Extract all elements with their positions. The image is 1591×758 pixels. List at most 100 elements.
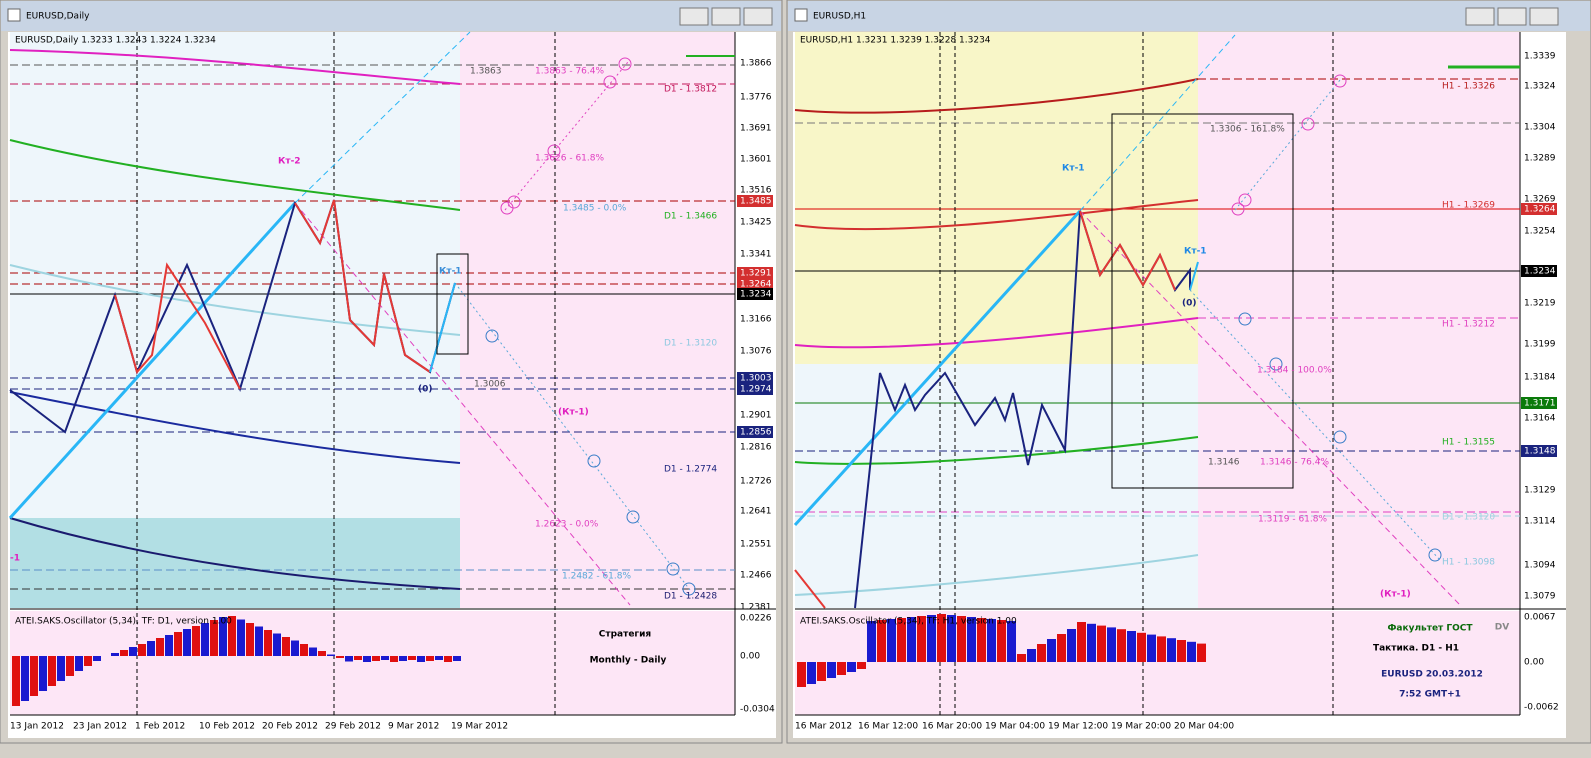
level-label: 1.3863 xyxy=(470,67,502,77)
price-marker xyxy=(737,267,773,279)
time-axis-label: 19 Mar 20:00 xyxy=(1111,722,1171,732)
price-marker xyxy=(737,288,773,300)
price-axis-label: 1.3164 xyxy=(1524,414,1556,424)
oscillator-bar xyxy=(1137,632,1146,662)
oscillator-bar xyxy=(363,656,371,662)
price-marker xyxy=(1521,397,1557,409)
oscillator-bar xyxy=(867,621,876,662)
oscillator-bar xyxy=(907,617,916,662)
window-title: EURUSD,H1 xyxy=(813,12,866,22)
oscillator-bar xyxy=(21,656,29,701)
maximize-button[interactable] xyxy=(711,7,741,26)
oscillator-bar xyxy=(927,615,936,662)
price-axis-label: 1.3324 xyxy=(1524,82,1556,92)
wave-annotation: (0) xyxy=(418,385,433,395)
oscillator-bars xyxy=(12,614,1206,706)
price-marker xyxy=(737,372,773,384)
level-label: D1 - 1.2774 xyxy=(664,465,717,475)
oscillator-bar xyxy=(48,656,56,686)
level-label: H1 - 1.3212 xyxy=(1442,320,1495,330)
oscillator-bar xyxy=(327,654,335,656)
oscillator-bar xyxy=(183,629,191,656)
oscillator-bar xyxy=(57,656,65,681)
oscillator-bar xyxy=(1077,622,1086,662)
oscillator-bar xyxy=(1097,625,1106,662)
oscillator-bar xyxy=(156,638,164,656)
oscillator-bar xyxy=(282,637,290,656)
close-button[interactable] xyxy=(743,7,773,26)
caption: Факультет ГОСТ xyxy=(1387,624,1473,634)
oscillator-bar xyxy=(39,656,47,691)
oscillator-axis-label: 0.0067 xyxy=(1524,613,1556,623)
price-marker xyxy=(737,426,773,438)
wave-annotation: Кт-2 xyxy=(278,157,301,167)
level-label: D1 - 1.3120 xyxy=(1442,513,1495,523)
price-axis-label: 1.3866 xyxy=(740,59,772,69)
oscillator-bar xyxy=(111,653,119,656)
price-axis-label: 1.3114 xyxy=(1524,517,1556,527)
oscillator-bar xyxy=(264,630,272,656)
oscillator-axis-label: -0.0062 xyxy=(1524,703,1559,713)
wave-annotation: Кт-1 xyxy=(1062,164,1085,174)
level-label: 1.2623 - 0.0% xyxy=(535,520,599,530)
oscillator-bar xyxy=(1017,654,1026,662)
time-axis-label: 20 Feb 2012 xyxy=(262,722,318,732)
time-axis-label: 10 Feb 2012 xyxy=(199,722,255,732)
price-axis-label: 1.2466 xyxy=(740,571,772,581)
oscillator-bar xyxy=(93,656,101,661)
oscillator-bar xyxy=(192,626,200,656)
oscillator-bar xyxy=(977,618,986,662)
chart-header: EURUSD,Daily 1.3233 1.3243 1.3224 1.3234 xyxy=(15,36,216,46)
oscillator-bar xyxy=(797,662,806,687)
maximize-button[interactable] xyxy=(1497,7,1527,26)
oscillator-bar xyxy=(1087,623,1096,662)
close-button[interactable] xyxy=(1529,7,1559,26)
level-label: 1.3485 - 0.0% xyxy=(563,204,627,214)
oscillator-bar xyxy=(887,619,896,662)
price-axis-label: 1.3184 xyxy=(1524,373,1556,383)
oscillator-bar xyxy=(827,662,836,678)
time-axis-label: 29 Feb 2012 xyxy=(325,722,381,732)
oscillator-bar xyxy=(1187,641,1196,662)
oscillator-bar xyxy=(1147,634,1156,662)
time-axis-label: 23 Jan 2012 xyxy=(73,722,127,732)
minimize-button[interactable] xyxy=(1465,7,1495,26)
price-axis-label: 1.2381 xyxy=(740,603,772,613)
oscillator-bar xyxy=(1007,621,1016,662)
oscillator-bar xyxy=(897,618,906,662)
time-axis-label: 16 Mar 12:00 xyxy=(858,722,918,732)
oscillator-bar xyxy=(444,656,452,662)
price-marker-label: 1.3234 xyxy=(740,290,772,300)
price-axis-label: 1.3076 xyxy=(740,347,772,357)
minimize-button[interactable] xyxy=(679,7,709,26)
oscillator-bar xyxy=(336,656,344,658)
oscillator-bar xyxy=(453,656,461,661)
oscillator-bar xyxy=(947,615,956,662)
oscillator-bar xyxy=(75,656,83,671)
price-axis-label: 1.2726 xyxy=(740,477,772,487)
level-label: 1.2482 - 61.8% xyxy=(562,572,631,582)
oscillator-bar xyxy=(165,635,173,656)
price-marker xyxy=(737,195,773,207)
oscillator-bar xyxy=(847,662,856,672)
oscillator-bar xyxy=(66,656,74,676)
price-axis-label: 1.3341 xyxy=(740,250,772,260)
price-marker xyxy=(737,383,773,395)
level-label: H1 - 1.3326 xyxy=(1442,82,1495,92)
time-axis-label: 9 Mar 2012 xyxy=(388,722,439,732)
time-axis-label: 16 Mar 20:00 xyxy=(922,722,982,732)
oscillator-bar xyxy=(399,656,407,661)
price-axis-label: 1.3289 xyxy=(1524,154,1556,164)
price-marker-label: 1.3234 xyxy=(1524,267,1556,277)
price-axis-label: 1.3166 xyxy=(740,315,772,325)
level-label: 1.3146 - 76.4% xyxy=(1260,458,1329,468)
price-axis-label: 1.3516 xyxy=(740,186,772,196)
oscillator-bar xyxy=(1057,634,1066,662)
price-axis-label: 1.3691 xyxy=(740,124,772,134)
caption: EURUSD 20.03.2012 xyxy=(1381,670,1483,680)
oscillator-bar xyxy=(273,633,281,656)
oscillator-bar xyxy=(1197,643,1206,662)
level-label: 1.3626 - 61.8% xyxy=(535,154,604,164)
level-label: H1 - 1.3155 xyxy=(1442,438,1495,448)
oscillator-bar xyxy=(147,641,155,656)
